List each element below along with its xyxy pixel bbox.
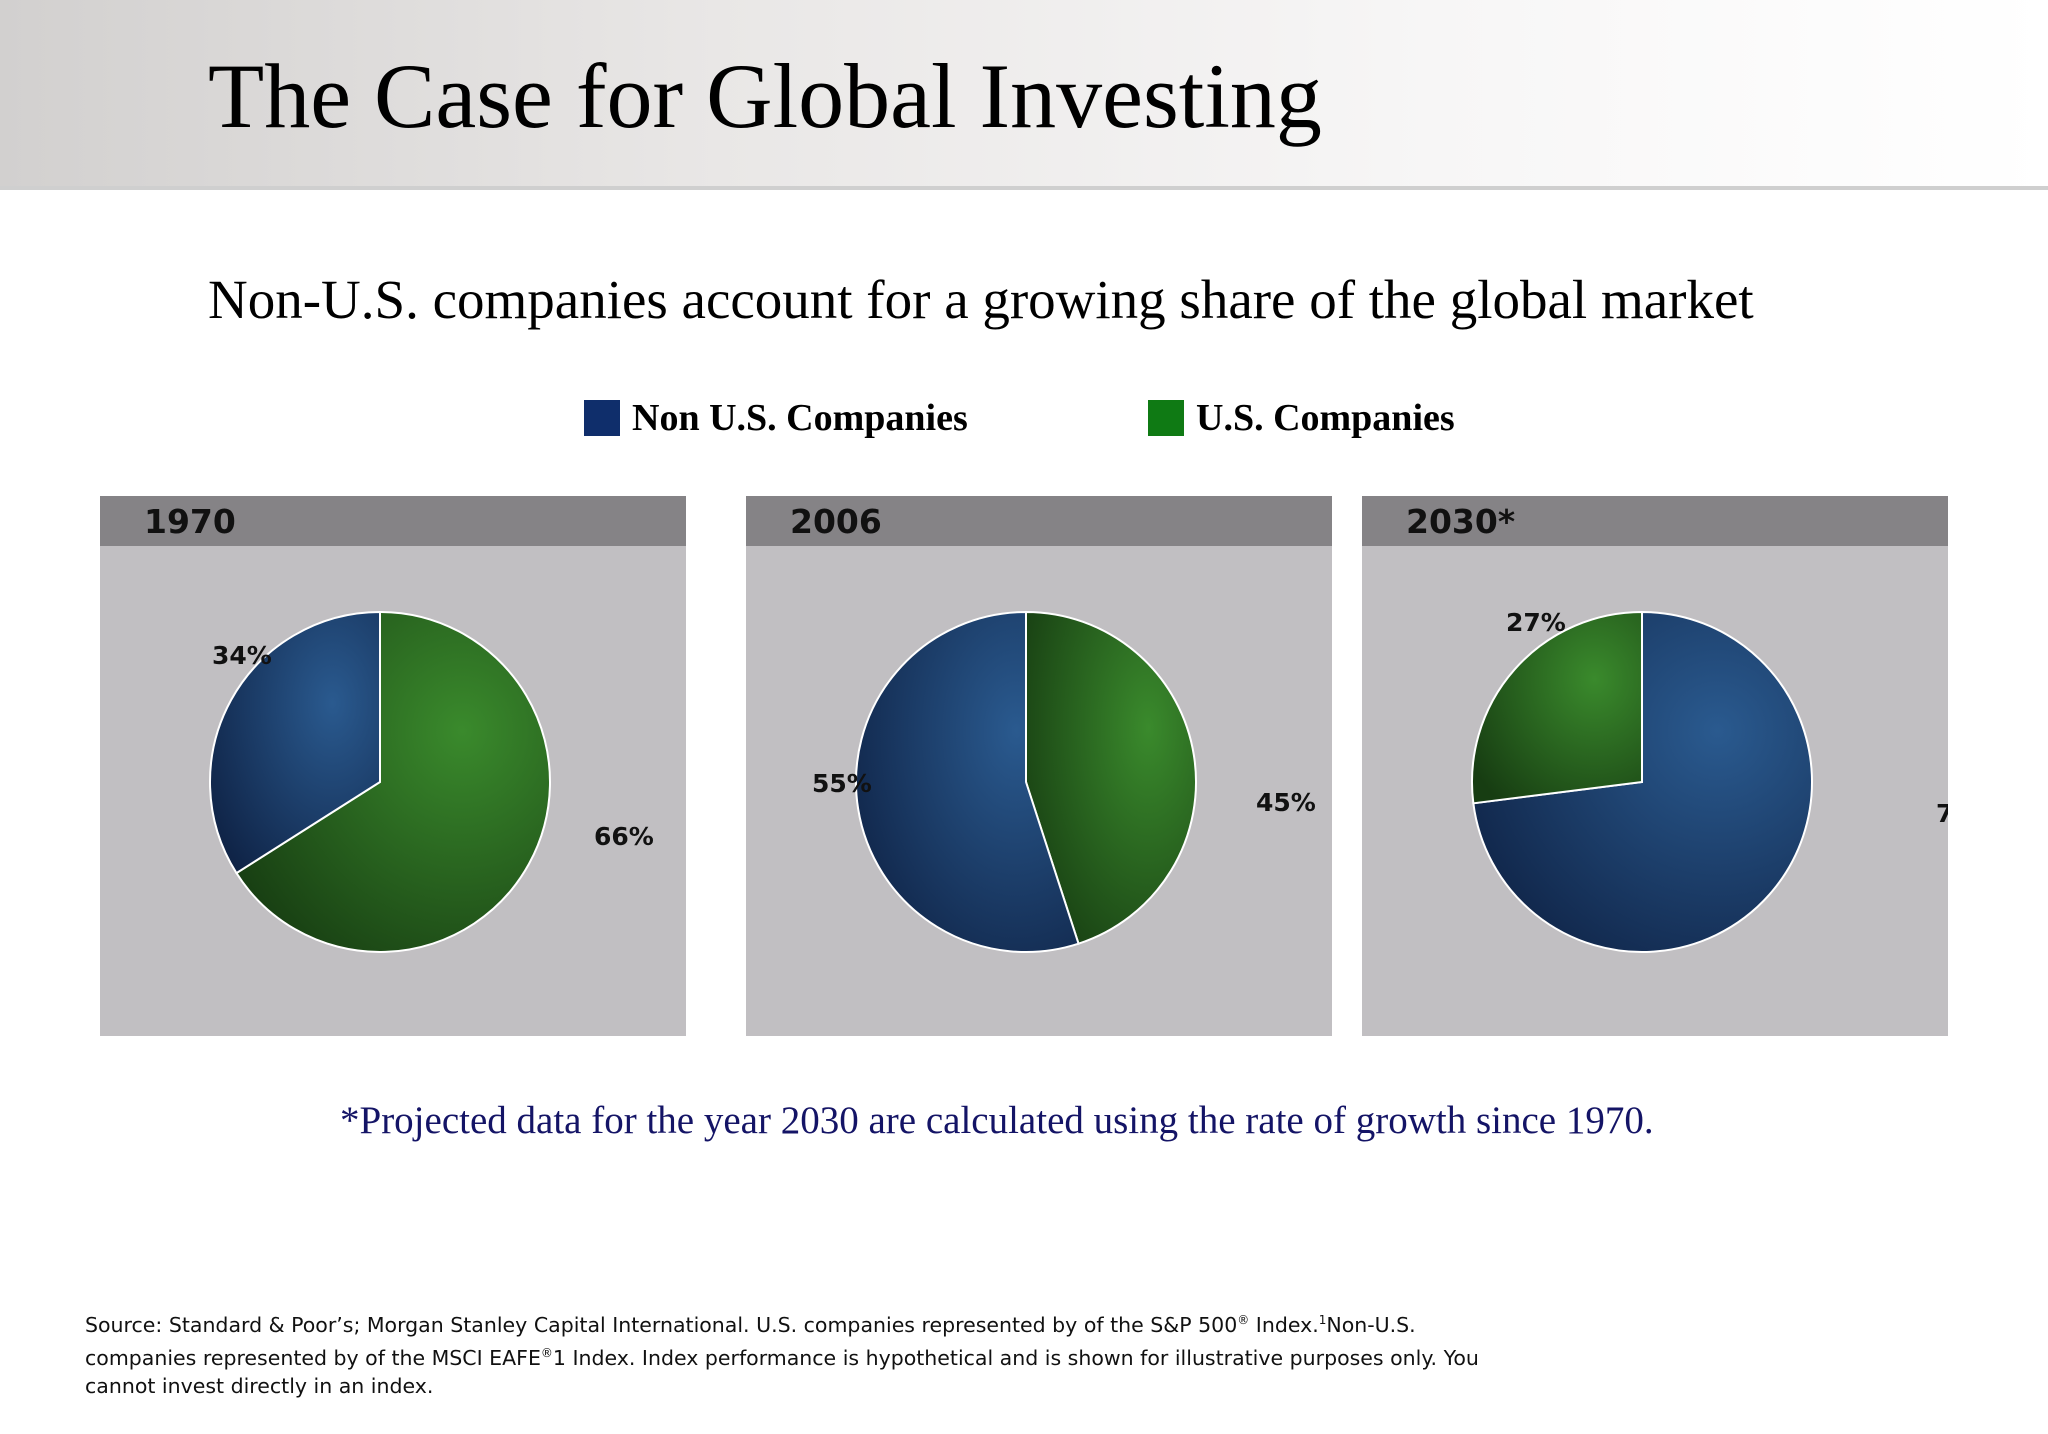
pie-slice-us-1970 [235, 610, 551, 953]
pie-chart-1970: 34% 66% [208, 610, 654, 953]
pie-slice-non-us-1970 [208, 610, 381, 875]
panel-year-2006: 2006 [790, 502, 882, 541]
data-label-us-2030: 27% [1506, 608, 1566, 637]
data-label-us-1970: 66% [594, 822, 654, 851]
registered-mark-2: ® [540, 1345, 553, 1360]
panel-header-1970: 1970 [100, 496, 686, 546]
legend-item-us: U.S. Companies [1148, 397, 1455, 439]
legend-label-non-us: Non U.S. Companies [632, 397, 968, 439]
pie-slice-us-2030 [1470, 610, 1643, 805]
panel-header-2006: 2006 [746, 496, 1332, 546]
source-note: Source: Standard & Poor’s; Morgan Stanle… [85, 1306, 1525, 1400]
legend-item-non-us: Non U.S. Companies [584, 397, 968, 439]
source-text-2: Index. [1249, 1312, 1319, 1337]
projection-footnote: *Projected data for the year 2030 are ca… [340, 1099, 1654, 1142]
panel-year-1970: 1970 [144, 502, 236, 541]
chart-subtitle: Non-U.S. companies account for a growing… [208, 269, 1754, 330]
pie-chart-2030: 73% 27% [1470, 608, 1948, 953]
panel-header-2030: 2030* [1362, 496, 1948, 546]
legend-label-us: U.S. Companies [1196, 397, 1455, 439]
pie-slice-non-us-2006 [855, 610, 1080, 953]
registered-mark-1: ® [1237, 1313, 1250, 1327]
chart-panel-2030: 2030* 73% 27% [1362, 496, 1948, 1036]
page-title-text: The Case for Global Investing [208, 45, 1322, 147]
data-label-non-us-2006: 55% [812, 769, 872, 798]
data-label-us-2006: 45% [1256, 788, 1316, 817]
legend-swatch-us [1148, 400, 1184, 436]
data-label-non-us-2030: 73% [1936, 799, 1948, 828]
page-title: The Case for Global Investing [208, 50, 1322, 142]
data-label-non-us-1970: 34% [212, 641, 272, 670]
source-text-3: Non-U.S. companies represented by of the… [85, 1312, 1416, 1370]
header-band [0, 0, 2048, 190]
source-text-1: Source: Standard & Poor’s; Morgan Stanle… [85, 1312, 1238, 1337]
footnote-ref-1: 1 [1318, 1313, 1327, 1327]
pie-slice-us-2006 [1025, 610, 1198, 945]
chart-panel-2006: 2006 55% 45% [746, 496, 1332, 1036]
panel-year-2030: 2030* [1406, 502, 1516, 541]
source-text-4: 1 Index. Index performance is hypothetic… [85, 1345, 1479, 1398]
pie-chart-2006: 55% 45% [812, 610, 1316, 953]
legend-swatch-non-us [584, 400, 620, 436]
chart-panel-1970: 1970 34% 66% [100, 496, 686, 1036]
